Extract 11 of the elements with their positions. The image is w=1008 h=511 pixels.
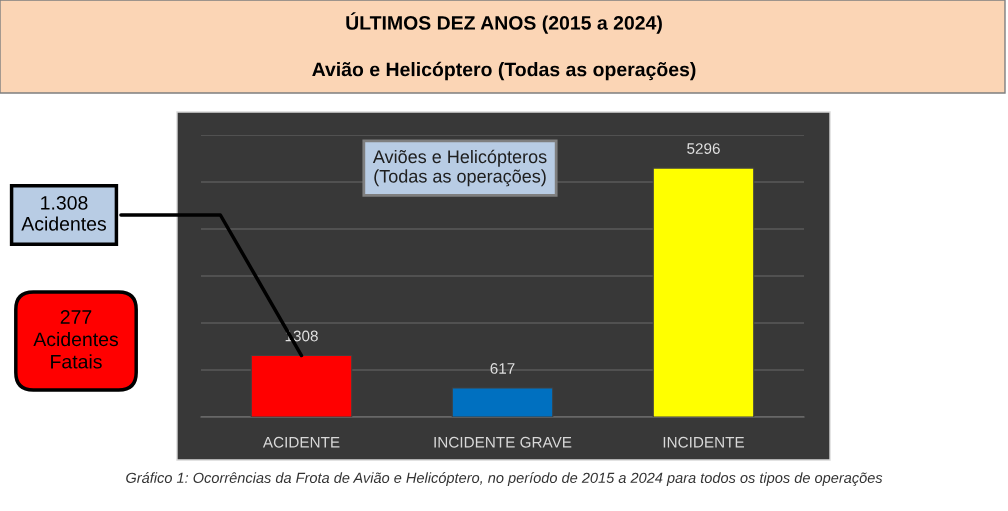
chart-subtitle: Avião e Helicóptero (Todas as operações) <box>312 61 696 81</box>
x-tick-label: INCIDENTE GRAVE <box>434 436 572 448</box>
text: Gráfico 1: Ocorrências da Frota de Avião e Helicóptero, no período de 2015 a 2024 para todos os tipos de operações <box>126 472 883 486</box>
annotation: 1.308 Acidentes <box>21 195 106 231</box>
annotation: Aviões e Helicópteros (Todas as operações) <box>372 149 547 187</box>
x-tick-label: ACIDENTE <box>262 436 340 448</box>
text: 277 Acidentes Fatais <box>33 310 118 369</box>
x-tick-label: INCIDENTE <box>663 436 745 448</box>
data-label: 5296 <box>687 143 720 154</box>
chart-title: ÚLTIMOS DEZ ANOS (2015 a 2024) <box>346 12 662 34</box>
data-label: 617 <box>490 363 515 374</box>
